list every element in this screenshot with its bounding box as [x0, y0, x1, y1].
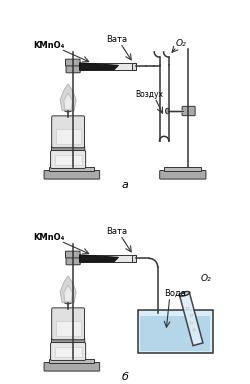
- Text: KMnO₄: KMnO₄: [33, 233, 64, 242]
- Polygon shape: [64, 285, 72, 302]
- Polygon shape: [80, 63, 118, 70]
- FancyBboxPatch shape: [138, 310, 213, 353]
- Text: а: а: [122, 180, 128, 190]
- Polygon shape: [80, 63, 136, 70]
- FancyBboxPatch shape: [164, 167, 202, 171]
- Polygon shape: [132, 255, 136, 262]
- FancyBboxPatch shape: [56, 129, 80, 144]
- Ellipse shape: [186, 308, 189, 310]
- Text: б: б: [122, 372, 128, 382]
- Polygon shape: [132, 63, 136, 70]
- Text: Вата: Вата: [106, 227, 127, 236]
- FancyBboxPatch shape: [50, 167, 94, 171]
- Ellipse shape: [190, 322, 192, 324]
- FancyBboxPatch shape: [52, 146, 85, 153]
- Ellipse shape: [166, 108, 170, 114]
- FancyBboxPatch shape: [50, 359, 94, 363]
- Polygon shape: [60, 84, 76, 111]
- Ellipse shape: [179, 291, 190, 296]
- Text: KMnO₄: KMnO₄: [33, 41, 64, 50]
- Ellipse shape: [190, 314, 193, 316]
- Polygon shape: [180, 293, 203, 346]
- Polygon shape: [80, 255, 118, 262]
- Text: Вата: Вата: [106, 35, 127, 44]
- FancyBboxPatch shape: [54, 155, 82, 166]
- FancyBboxPatch shape: [44, 362, 100, 371]
- Text: Воздух: Воздух: [135, 90, 163, 99]
- FancyBboxPatch shape: [66, 62, 80, 73]
- Text: O₂: O₂: [200, 274, 211, 283]
- FancyBboxPatch shape: [52, 338, 85, 345]
- FancyBboxPatch shape: [50, 343, 86, 361]
- FancyBboxPatch shape: [50, 151, 86, 169]
- Ellipse shape: [193, 329, 196, 331]
- Polygon shape: [60, 276, 76, 303]
- FancyBboxPatch shape: [66, 59, 80, 66]
- FancyBboxPatch shape: [140, 316, 210, 351]
- FancyBboxPatch shape: [66, 251, 80, 258]
- FancyBboxPatch shape: [54, 347, 82, 358]
- Ellipse shape: [64, 301, 72, 304]
- FancyBboxPatch shape: [160, 170, 206, 179]
- Polygon shape: [80, 255, 136, 262]
- Text: Вода: Вода: [164, 289, 186, 298]
- FancyBboxPatch shape: [56, 321, 80, 336]
- Polygon shape: [64, 93, 72, 110]
- FancyBboxPatch shape: [66, 254, 80, 265]
- FancyBboxPatch shape: [52, 308, 84, 340]
- FancyBboxPatch shape: [182, 106, 195, 116]
- FancyBboxPatch shape: [52, 116, 84, 148]
- FancyBboxPatch shape: [44, 170, 100, 179]
- Ellipse shape: [64, 109, 72, 112]
- Text: O₂: O₂: [176, 39, 186, 48]
